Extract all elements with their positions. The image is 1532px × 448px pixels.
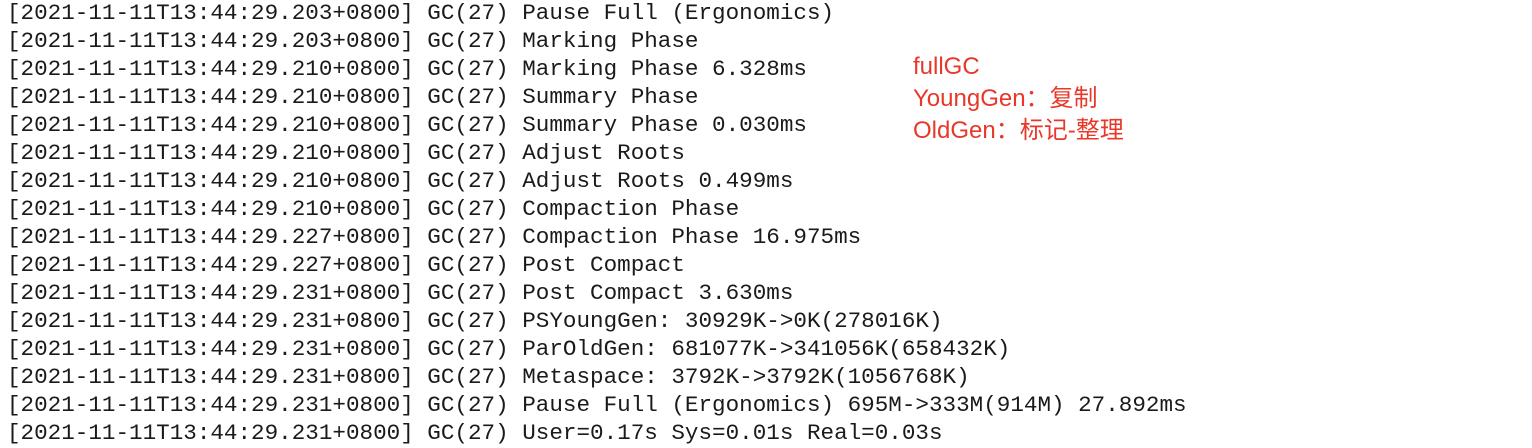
log-line: [2021-11-11T13:44:29.227+0800] GC(27) Co… [7, 224, 862, 250]
annotation-line: fullGC [913, 53, 980, 80]
log-line: [2021-11-11T13:44:29.231+0800] GC(27) Pa… [7, 392, 1187, 418]
log-line: [2021-11-11T13:44:29.231+0800] GC(27) Pa… [7, 336, 1011, 362]
log-line: [2021-11-11T13:44:29.203+0800] GC(27) Pa… [7, 0, 835, 26]
log-line: [2021-11-11T13:44:29.210+0800] GC(27) Su… [7, 84, 699, 110]
log-line: [2021-11-11T13:44:29.231+0800] GC(27) Me… [7, 364, 970, 390]
log-line: [2021-11-11T13:44:29.231+0800] GC(27) PS… [7, 308, 943, 334]
annotation-line: YoungGen：复制 [913, 85, 1098, 112]
log-line: [2021-11-11T13:44:29.231+0800] GC(27) Us… [7, 420, 943, 446]
log-line: [2021-11-11T13:44:29.210+0800] GC(27) Su… [7, 112, 807, 138]
log-line: [2021-11-11T13:44:29.210+0800] GC(27) Ad… [7, 168, 794, 194]
log-line: [2021-11-11T13:44:29.231+0800] GC(27) Po… [7, 280, 794, 306]
log-line: [2021-11-11T13:44:29.210+0800] GC(27) Ad… [7, 140, 685, 166]
log-line: [2021-11-11T13:44:29.203+0800] GC(27) Ma… [7, 28, 699, 54]
log-line: [2021-11-11T13:44:29.210+0800] GC(27) Ma… [7, 56, 807, 82]
log-line: [2021-11-11T13:44:29.227+0800] GC(27) Po… [7, 252, 685, 278]
log-line: [2021-11-11T13:44:29.210+0800] GC(27) Co… [7, 196, 740, 222]
annotation-line: OldGen：标记-整理 [913, 117, 1124, 144]
